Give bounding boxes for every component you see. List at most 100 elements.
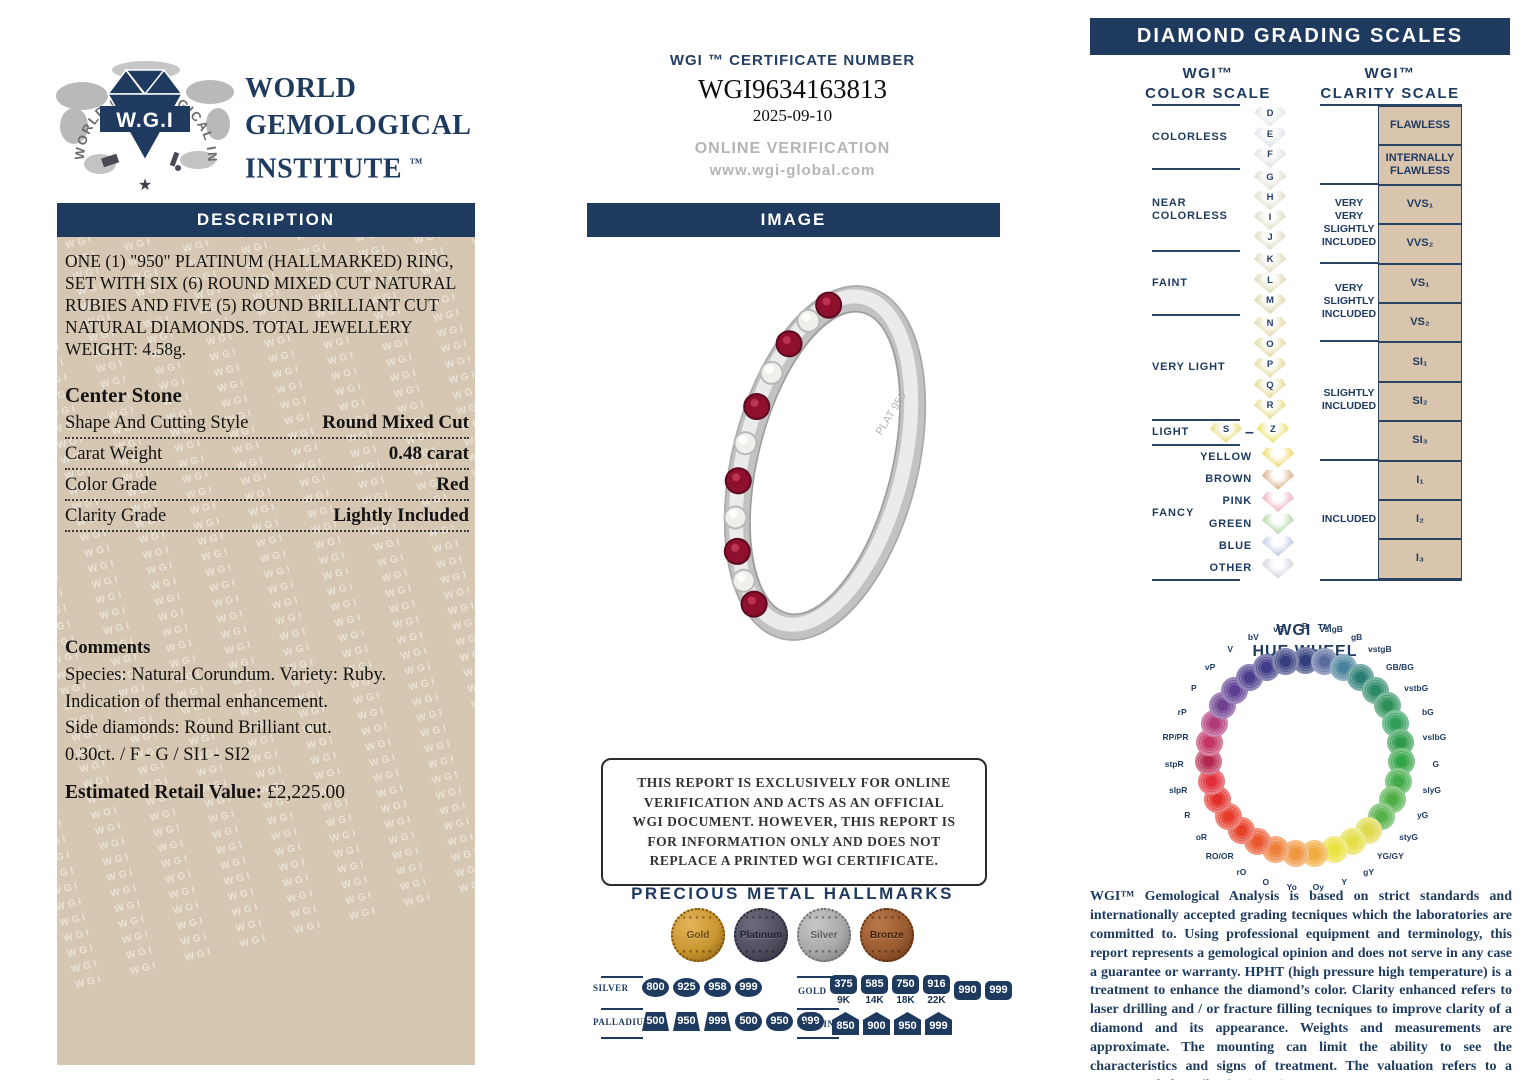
medal-stars: ★★★★★ <box>870 949 904 955</box>
color-scale-group: FAINT K L M <box>1152 252 1322 315</box>
clarity-grade-cell: I₃ <box>1378 539 1462 579</box>
disclaimer-box: THIS REPORT IS EXCLUSIVELY FOR ONLINE VE… <box>601 758 987 886</box>
clarity-group-label: VERY VERY SLIGHTLY INCLUDED <box>1320 185 1378 264</box>
color-grade-gem-icon: O <box>1254 337 1286 358</box>
gem-letter: K <box>1266 254 1274 265</box>
color-scale-title: WGI™ COLOR SCALE <box>1145 65 1271 102</box>
hue-label: Oy <box>1312 882 1324 893</box>
hue-label: V <box>1227 644 1233 655</box>
hallmarks-title: PRECIOUS METAL HALLMARKS <box>631 884 954 903</box>
trefoil-stamp-icon: 999 <box>797 1012 824 1031</box>
certificate-number-label: WGI ™ CERTIFICATE NUMBER <box>669 52 916 69</box>
hallmark-stamp: 999 <box>733 978 764 997</box>
logo-star-icon: ★ <box>138 177 152 194</box>
fancy-color-name: OTHER <box>1209 562 1252 575</box>
karat-label: 18K <box>896 995 915 1006</box>
stone-row-value: 0.48 carat <box>388 443 469 464</box>
ruby-stone <box>724 467 752 495</box>
color-grade-gem-icon: H <box>1254 191 1286 210</box>
color-scale-divider <box>1152 168 1240 170</box>
comment-line: Side diamonds: Round Brilliant cut. <box>65 718 332 739</box>
oval-stamp-icon: 800 <box>642 978 669 997</box>
wgi-logo-icon: WORLD GEMOLOGICAL INSTITUTE W.G.I ★ <box>52 48 234 194</box>
hallmark-stamp: 950 <box>764 1012 795 1031</box>
stone-highlight <box>731 543 740 552</box>
clarity-grade-cell: INTERNALLY FLAWLESS <box>1378 145 1462 185</box>
stone-row-label: Clarity Grade <box>65 506 167 526</box>
hue-label: bG <box>1421 706 1434 717</box>
stone-row-label: Carat Weight <box>65 444 163 464</box>
hallmark-row: SILVER 800 925 958 999 <box>593 978 764 997</box>
color-group-label: LIGHT <box>1152 426 1189 438</box>
stone-highlight <box>738 435 748 445</box>
gem-letter: N <box>1266 318 1274 329</box>
clarity-grade-cell: I₂ <box>1378 499 1462 540</box>
hallmark-stamp: 900 <box>861 1012 892 1035</box>
hallmark-metal-label: SILVER <box>593 982 629 993</box>
brand-title-line3: INSTITUTE ™ <box>245 153 424 185</box>
hue-label: bV <box>1247 631 1259 642</box>
hallmark-row: PLATINUM 850 900 950 999 <box>798 1012 954 1035</box>
color-scale-divider <box>1152 579 1240 582</box>
color-group-label: VERY LIGHT <box>1152 361 1226 373</box>
stone-highlight <box>782 336 791 345</box>
ruby-stone <box>740 590 768 618</box>
hue-label: gB <box>1350 631 1363 642</box>
medal-stars: ★★★★★ <box>744 949 778 955</box>
color-group-label: COLORLESS <box>1152 130 1228 143</box>
description-text: ONE (1) "950" PLATINUM (HALLMARKED) RING… <box>65 251 456 360</box>
gem-letter: E <box>1266 128 1274 140</box>
gem-letter: H <box>1266 192 1274 203</box>
comments-lines: Species: Natural Corundum. Variety: Ruby… <box>65 662 469 769</box>
color-grade-gem-icon: G <box>1254 171 1286 190</box>
color-grade-gem-icon: J <box>1254 231 1286 250</box>
clarity-scale-title: WGI™ CLARITY SCALE <box>1320 65 1460 102</box>
hallmark-divider <box>601 1008 643 1010</box>
hue-gem-icon <box>1271 648 1299 676</box>
square-stamp-icon: 916 <box>923 975 950 994</box>
verification-url: www.wgi-global.com <box>709 162 876 179</box>
gem-letter: Q <box>1266 379 1274 391</box>
comments-section: Comments Species: Natural Corundum. Vari… <box>65 635 469 769</box>
clarity-grade-cell: VS₂ <box>1378 302 1462 343</box>
hue-label: O <box>1262 876 1270 887</box>
hallmark-divider <box>601 976 643 978</box>
hallmark-divider <box>797 1037 839 1039</box>
oval-stamp-icon: 958 <box>704 978 731 997</box>
fancy-color-name: YELLOW <box>1200 451 1252 464</box>
hallmark-stamp: 916 22K <box>921 975 952 1006</box>
trapezoid-stamp-icon: 500 <box>642 1012 669 1031</box>
hue-label: P <box>1190 682 1197 693</box>
hallmark-metal-label: GOLD <box>798 985 827 996</box>
square-stamp-icon: 375 <box>830 975 857 994</box>
hallmark-medal: ★★★★★ ★★★★★ Silver <box>797 908 851 962</box>
gem-letter: M <box>1266 295 1274 307</box>
brand-tm: ™ <box>409 155 424 170</box>
color-group-label: NEAR COLORLESS <box>1152 197 1228 222</box>
hue-label: vstbG <box>1404 682 1429 693</box>
online-verification-label: ONLINE VERIFICATION <box>694 140 891 157</box>
trapezoid-stamp-icon: 950 <box>673 1012 700 1031</box>
gem-letter: J <box>1267 232 1273 243</box>
stone-highlight <box>747 596 756 605</box>
fancy-color-name: GREEN <box>1208 517 1252 530</box>
house-stamp-icon: 850 <box>832 1012 859 1035</box>
color-grade-gem-icon: Q <box>1254 379 1286 399</box>
color-grade-gem-icon: I <box>1254 211 1286 230</box>
color-grade-gem-icon: Z <box>1256 423 1289 443</box>
hue-label: stpR <box>1164 758 1184 769</box>
color-group-label: FAINT <box>1152 276 1188 289</box>
fancy-color-row: PINK <box>1152 490 1322 512</box>
fancy-color-row: YELLOW <box>1152 446 1322 468</box>
square-stamp-icon: 999 <box>985 981 1012 1000</box>
stone-row-value: Round Mixed Cut <box>322 412 469 433</box>
color-grade-gem-icon: E <box>1254 127 1286 148</box>
hue-label: vslgB <box>1319 623 1343 634</box>
hallmark-metal-label: PLATINUM <box>798 1018 851 1029</box>
hallmark-stamp: 999 <box>983 981 1014 1000</box>
image-header: IMAGE <box>587 203 1000 237</box>
